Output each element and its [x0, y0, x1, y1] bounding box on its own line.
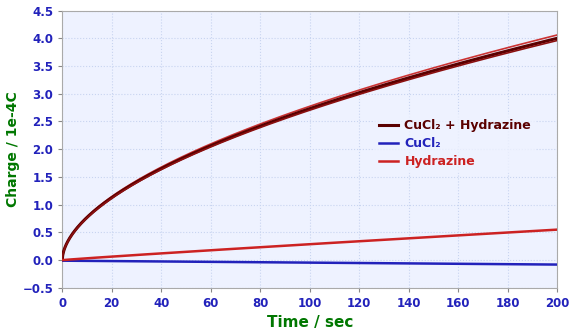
Legend: CuCl₂ + Hydrazine, CuCl₂, Hydrazine: CuCl₂ + Hydrazine, CuCl₂, Hydrazine	[374, 114, 536, 173]
X-axis label: Time / sec: Time / sec	[267, 316, 353, 330]
Y-axis label: Charge / 1e-4C: Charge / 1e-4C	[6, 91, 20, 207]
